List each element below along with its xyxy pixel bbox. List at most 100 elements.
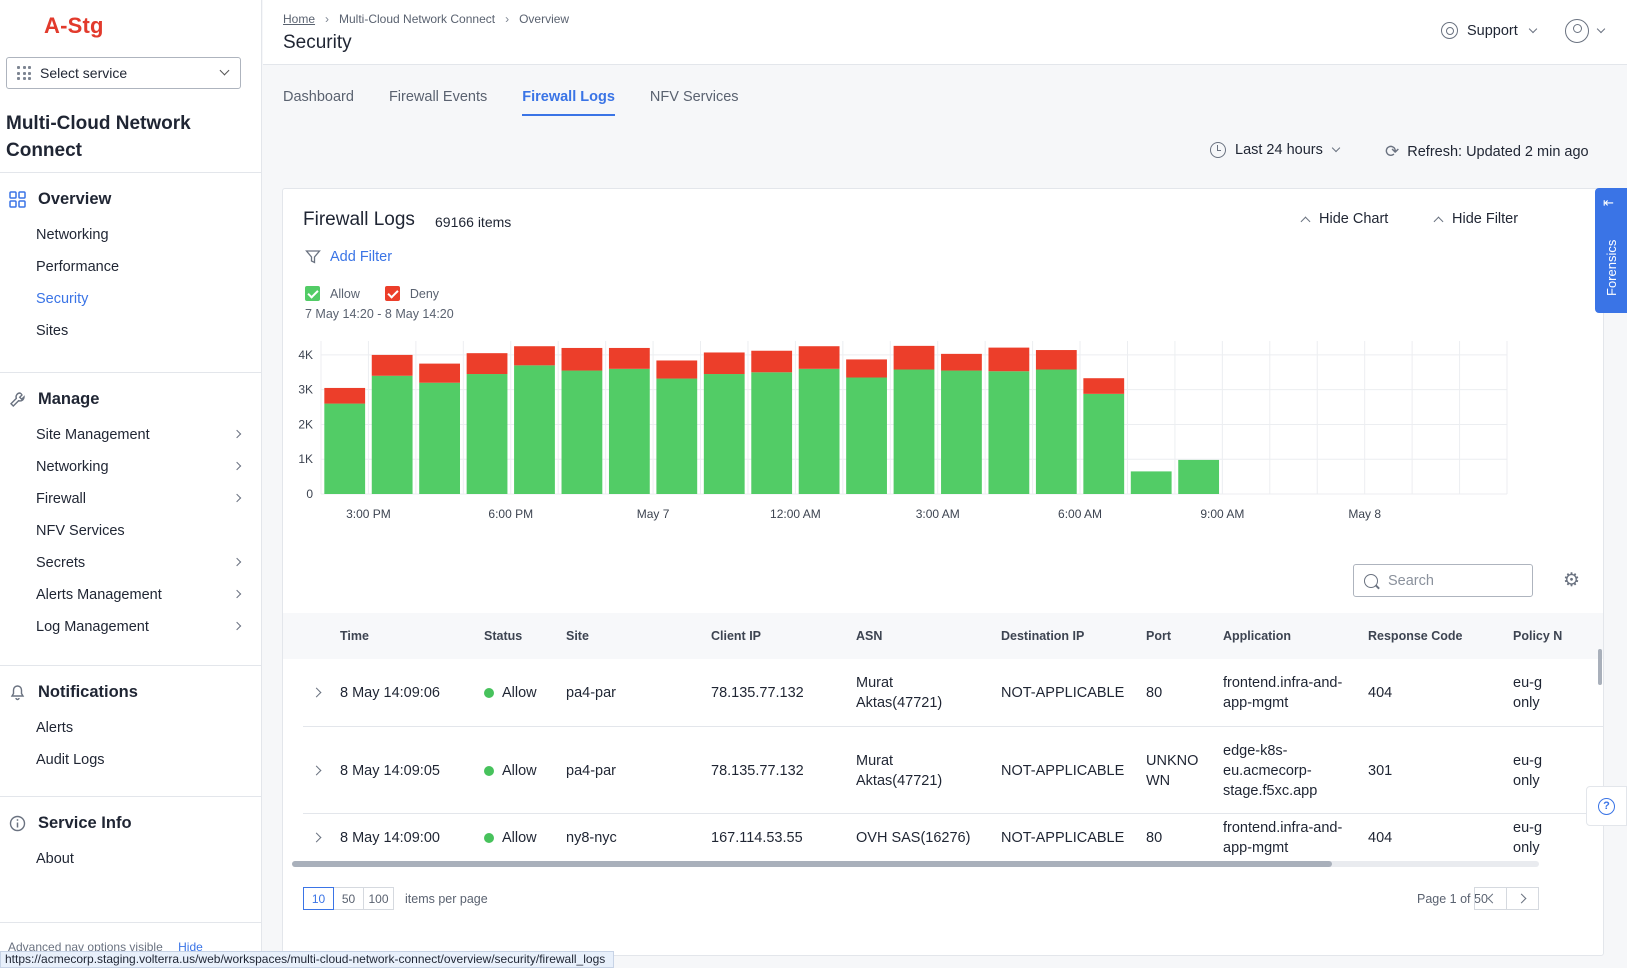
scrollbar-thumb[interactable] xyxy=(292,861,1332,867)
legend-label: Allow xyxy=(330,286,360,301)
bar-allow xyxy=(1083,393,1125,494)
nav-head-overview[interactable]: Overview xyxy=(0,179,262,219)
bar-deny xyxy=(371,354,413,376)
legend-allow[interactable]: Allow xyxy=(305,286,360,301)
sidebar-item-alerts-management[interactable]: Alerts Management xyxy=(0,579,262,611)
bar-allow xyxy=(371,375,413,494)
page-size-100[interactable]: 100 xyxy=(363,887,394,910)
account-menu[interactable] xyxy=(1565,19,1606,43)
refresh-button[interactable]: ⟳ Refresh: Updated 2 min ago xyxy=(1385,142,1589,162)
add-filter-button[interactable]: Add Filter xyxy=(305,249,392,265)
cell-time: 8 May 14:09:05 xyxy=(340,763,440,779)
chevron-right-icon xyxy=(232,621,242,631)
column-header-client-ip[interactable]: Client IP xyxy=(711,629,762,643)
hide-chart-button[interactable]: Hide Chart xyxy=(1300,211,1389,227)
bar-deny xyxy=(798,346,840,369)
apps-grid-icon xyxy=(17,66,31,80)
sidebar-item-log-management[interactable]: Log Management xyxy=(0,611,262,643)
info-icon xyxy=(8,814,26,832)
time-range-picker[interactable]: Last 24 hours xyxy=(1210,142,1341,158)
sidebar-item-secrets[interactable]: Secrets xyxy=(0,547,262,579)
vertical-scrollbar[interactable] xyxy=(1598,649,1602,685)
select-service-dropdown[interactable]: Select service xyxy=(6,57,241,89)
gear-icon[interactable]: ⚙ xyxy=(1563,570,1581,591)
sidebar-item-sites[interactable]: Sites xyxy=(36,323,69,339)
nav-head-label: Service Info xyxy=(38,813,132,832)
sidebar-item-firewall[interactable]: Firewall xyxy=(0,483,262,515)
column-header-response-code[interactable]: Response Code xyxy=(1368,629,1463,643)
cell-destination-ip: NOT-APPLICABLE xyxy=(1001,830,1125,846)
chart-range-label: 7 May 14:20 - 8 May 14:20 xyxy=(305,307,454,321)
hide-advanced-link[interactable]: Hide xyxy=(178,940,203,954)
table-row[interactable]: 8 May 14:09:00 Allow ny8-nyc 167.114.53.… xyxy=(303,814,1603,864)
tab-dashboard[interactable]: Dashboard xyxy=(283,89,354,105)
hide-filter-button[interactable]: Hide Filter xyxy=(1433,211,1518,227)
page-size-10[interactable]: 10 xyxy=(303,887,334,910)
cell-asn: Murat Aktas(47721) xyxy=(856,751,942,791)
bar-allow xyxy=(514,365,555,494)
cell-app-line: stage.f5xc.app xyxy=(1223,783,1318,799)
hide-chart-label: Hide Chart xyxy=(1319,211,1389,227)
horizontal-scrollbar[interactable] xyxy=(292,861,1539,867)
legend-deny[interactable]: Deny xyxy=(384,286,440,301)
chevron-right-icon[interactable] xyxy=(311,832,322,843)
breadcrumb-home[interactable]: Home xyxy=(283,12,316,26)
item-count: 69166 items xyxy=(435,214,512,230)
nav-divider xyxy=(0,922,262,923)
help-button[interactable]: ? xyxy=(1586,786,1627,826)
nav-head-manage[interactable]: Manage xyxy=(0,379,262,419)
breadcrumb-workspace[interactable]: Multi-Cloud Network Connect xyxy=(339,12,496,26)
prev-page-button[interactable] xyxy=(1474,887,1507,910)
page-size-50[interactable]: 50 xyxy=(333,887,364,910)
tenant-logo[interactable]: A-Stg xyxy=(44,13,104,38)
chevron-right-icon[interactable] xyxy=(311,687,322,698)
chevron-right-icon[interactable] xyxy=(311,765,322,776)
sidebar-item-label: NFV Services xyxy=(36,523,125,539)
sidebar-item-alerts[interactable]: Alerts xyxy=(36,720,74,736)
support-label: Support xyxy=(1467,22,1518,39)
cell-policy: eu-g only xyxy=(1513,751,1542,791)
breadcrumb: Home › Multi-Cloud Network Connect › Ove… xyxy=(283,12,569,26)
next-page-button[interactable] xyxy=(1506,887,1539,910)
advanced-nav-label: Advanced nav options visible xyxy=(8,940,163,954)
search-input[interactable]: Search xyxy=(1353,564,1533,597)
forensics-panel-tab[interactable]: ⇤ Forensics xyxy=(1595,188,1627,313)
chevron-right-icon xyxy=(232,461,242,471)
cell-policy-line: eu-g xyxy=(1513,753,1543,769)
cell-policy: eu-g only xyxy=(1513,818,1542,858)
column-header-asn[interactable]: ASN xyxy=(856,629,883,643)
sidebar-item-security[interactable]: Security xyxy=(36,291,89,307)
legend-label: Deny xyxy=(409,286,440,301)
sidebar-item-networking[interactable]: Networking xyxy=(36,227,109,243)
page-size-selector: 10 50 100 items per page xyxy=(303,887,488,910)
column-header-destination-ip[interactable]: Destination IP xyxy=(1001,629,1085,643)
sidebar-item-about[interactable]: About xyxy=(36,851,74,867)
cell-site: pa4-par xyxy=(566,685,616,701)
bar-allow xyxy=(846,377,887,494)
column-header-port[interactable]: Port xyxy=(1146,629,1171,643)
cell-asn-line: Aktas(47721) xyxy=(856,773,943,789)
column-header-application[interactable]: Application xyxy=(1223,629,1292,643)
column-header-status[interactable]: Status xyxy=(484,629,523,643)
nav-head-notifications[interactable]: Notifications xyxy=(0,672,262,712)
column-header-site[interactable]: Site xyxy=(566,629,589,643)
tab-nfv-services[interactable]: NFV Services xyxy=(649,89,739,105)
table-row[interactable]: 8 May 14:09:06 Allow pa4-par 78.135.77.1… xyxy=(303,659,1603,727)
status-dot xyxy=(484,833,494,843)
support-menu[interactable]: Support xyxy=(1441,22,1538,39)
bar-deny xyxy=(419,363,460,383)
sidebar-item-performance[interactable]: Performance xyxy=(36,259,120,275)
sidebar-item-site-management[interactable]: Site Management xyxy=(0,419,262,451)
tab-firewall-events[interactable]: Firewall Events xyxy=(388,89,488,105)
sidebar-item-nfv-services[interactable]: NFV Services xyxy=(0,515,262,547)
nav-head-service-info[interactable]: Service Info xyxy=(0,803,262,843)
sidebar-item-audit-logs[interactable]: Audit Logs xyxy=(36,752,105,768)
column-header-time[interactable]: Time xyxy=(340,629,369,643)
bar-allow xyxy=(656,378,698,494)
items-per-page-label: items per page xyxy=(405,891,488,906)
bell-icon xyxy=(8,683,26,701)
table-row[interactable]: 8 May 14:09:05 Allow pa4-par 78.135.77.1… xyxy=(303,727,1603,814)
sidebar-item-networking-manage[interactable]: Networking xyxy=(0,451,262,483)
column-header-policy[interactable]: Policy N xyxy=(1513,629,1563,643)
tab-firewall-logs[interactable]: Firewall Logs xyxy=(522,66,615,116)
